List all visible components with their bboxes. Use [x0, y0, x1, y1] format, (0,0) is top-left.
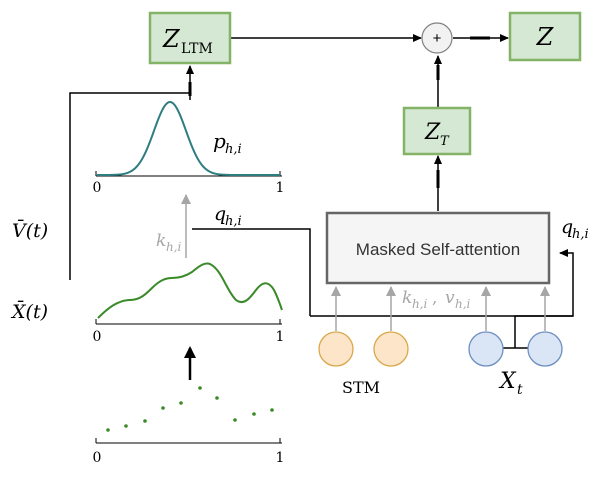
mid-axis-max: 1: [276, 329, 285, 345]
sample-points: [106, 386, 274, 432]
k-left-sub: h,i: [166, 240, 182, 254]
xt-main: X: [498, 369, 517, 394]
top-axis-max: 1: [276, 180, 285, 196]
q-left-main: q: [214, 203, 226, 225]
z-t-main: Z: [424, 120, 441, 145]
points-plot: 0 1: [93, 386, 285, 466]
sample-point: [106, 428, 110, 432]
sample-point: [270, 408, 274, 412]
attention-label: Masked Self-attention: [356, 240, 520, 259]
z-main: Z: [536, 23, 555, 51]
gaussian-plot: 0 1: [93, 100, 285, 196]
k-left-label: k h,i: [156, 231, 182, 254]
q-left-sub: h,i: [225, 214, 242, 229]
p-sub: h,i: [225, 142, 242, 157]
vbar-label: V̄(t): [12, 219, 48, 242]
sample-point: [179, 401, 183, 405]
vbar-to-ltm-line: [69, 92, 190, 280]
xt-token-1: [468, 331, 504, 367]
sample-point: [252, 412, 256, 416]
q-left-label: q h,i: [214, 203, 242, 229]
p-main: p: [213, 129, 226, 153]
xbar-label: X̄(t): [10, 300, 48, 323]
sample-point: [198, 386, 202, 390]
mid-axis-min: 0: [93, 329, 102, 345]
xt-label: X t: [498, 369, 523, 398]
sample-point: [233, 418, 237, 422]
bottom-axis-min: 0: [93, 450, 102, 466]
xt-token-2: [527, 331, 563, 367]
z-box: Z: [508, 11, 582, 62]
kv-label: k h,i , v h,i: [402, 288, 471, 311]
q-right-label: q h,i: [561, 216, 589, 242]
k-left-main: k: [156, 231, 166, 251]
bottom-axis-max: 1: [276, 450, 285, 466]
query-line: [192, 228, 311, 316]
kv-k-sub: h,i: [412, 297, 428, 311]
sample-point: [161, 406, 165, 410]
z-ltm-box: Z LTM: [148, 11, 232, 65]
kv-sep: ,: [432, 288, 437, 308]
q-right-main: q: [561, 216, 573, 238]
stm-label: STM: [342, 378, 380, 397]
xt-sub: t: [517, 382, 523, 398]
attention-box: Masked Self-attention: [325, 211, 551, 285]
stm-token-1: [318, 331, 354, 367]
kv-k: k: [402, 288, 412, 308]
z-ltm-sub: LTM: [181, 41, 213, 57]
z-t-box: Z T: [402, 106, 472, 156]
p-label: p h,i: [213, 129, 242, 157]
sample-point: [215, 396, 219, 400]
stm-token-2: [373, 331, 409, 367]
signal-curve: [97, 262, 283, 319]
sample-point: [124, 424, 128, 428]
kv-v: v: [445, 288, 455, 308]
plus-symbol: +: [433, 30, 442, 47]
gaussian-curve: [97, 100, 280, 176]
top-axis-min: 0: [93, 180, 102, 196]
signal-plot: 0 1: [93, 262, 285, 345]
sample-point: [143, 419, 147, 423]
kv-v-sub: h,i: [455, 297, 471, 311]
z-t-sub: T: [440, 134, 450, 149]
plus-node: +: [421, 22, 453, 54]
z-ltm-main: Z: [162, 25, 181, 53]
q-right-sub: h,i: [572, 227, 589, 242]
